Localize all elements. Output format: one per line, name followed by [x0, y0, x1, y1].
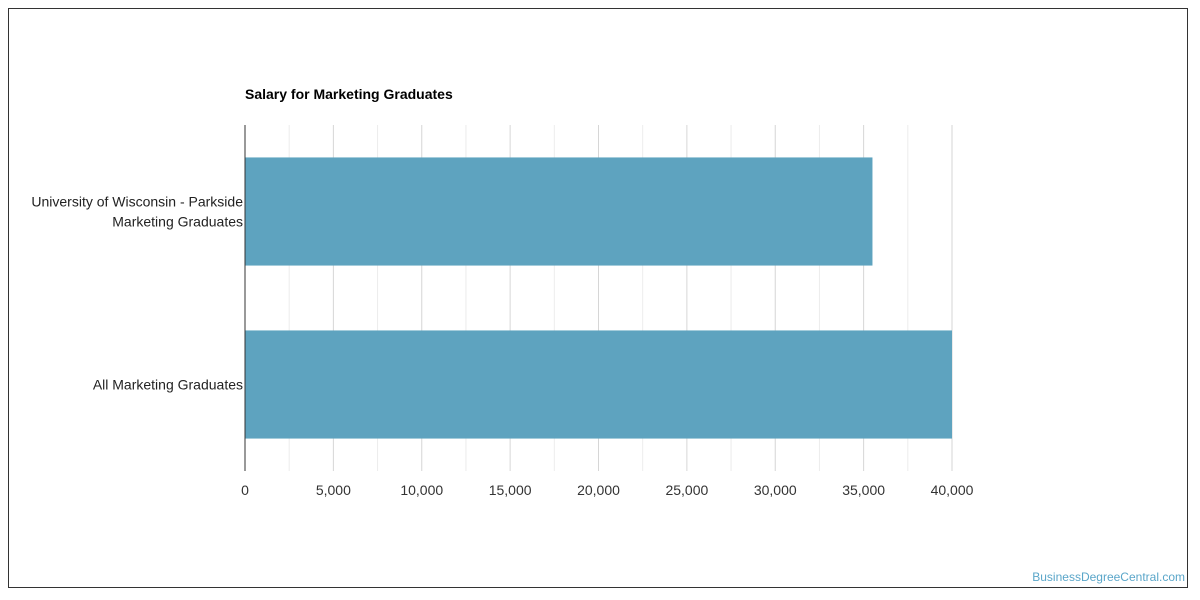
category-label: All Marketing Graduates [93, 377, 243, 393]
chart-title: Salary for Marketing Graduates [245, 86, 453, 102]
x-tick-label: 25,000 [665, 482, 708, 498]
x-tick-label: 35,000 [842, 482, 885, 498]
category-label: Marketing Graduates [112, 214, 243, 230]
source-watermark[interactable]: BusinessDegreeCentral.com [1032, 570, 1185, 584]
x-tick-label: 5,000 [316, 482, 351, 498]
x-tick-label: 15,000 [489, 482, 532, 498]
bar-0[interactable] [245, 157, 873, 266]
x-tick-label: 40,000 [931, 482, 974, 498]
x-tick-label: 30,000 [754, 482, 797, 498]
x-tick-label: 0 [241, 482, 249, 498]
category-labels: University of Wisconsin - Parkside Market… [31, 194, 243, 393]
x-tick-labels: 0 5,000 10,000 15,000 20,000 25,000 30,000 35,0… [241, 482, 974, 498]
x-tick-label: 10,000 [400, 482, 443, 498]
category-label: University of Wisconsin - Parkside [31, 194, 243, 210]
bar-1[interactable] [245, 330, 952, 439]
x-tick-label: 20,000 [577, 482, 620, 498]
bars [245, 157, 952, 439]
